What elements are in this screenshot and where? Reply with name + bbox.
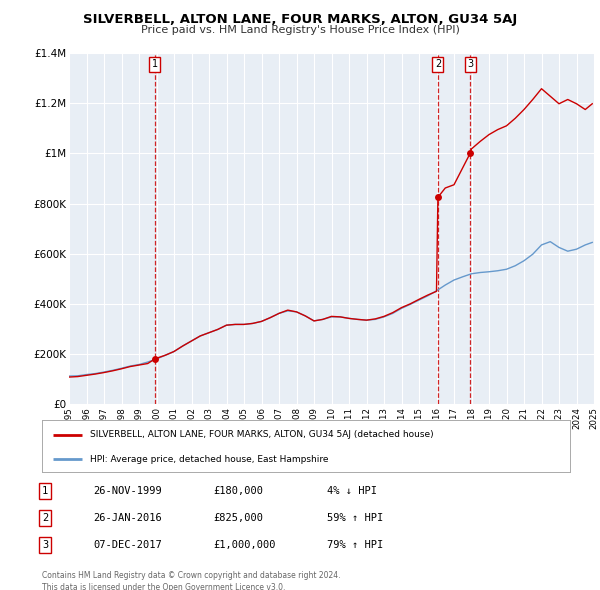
Text: 3: 3 xyxy=(467,60,473,70)
Text: 2: 2 xyxy=(42,513,48,523)
Text: 3: 3 xyxy=(42,540,48,550)
Text: £825,000: £825,000 xyxy=(213,513,263,523)
Text: SILVERBELL, ALTON LANE, FOUR MARKS, ALTON, GU34 5AJ: SILVERBELL, ALTON LANE, FOUR MARKS, ALTO… xyxy=(83,13,517,26)
Text: 26-JAN-2016: 26-JAN-2016 xyxy=(93,513,162,523)
Text: 1: 1 xyxy=(152,60,158,70)
Text: 2: 2 xyxy=(435,60,441,70)
Text: 4% ↓ HPI: 4% ↓ HPI xyxy=(327,486,377,496)
Text: 1: 1 xyxy=(42,486,48,496)
Text: 07-DEC-2017: 07-DEC-2017 xyxy=(93,540,162,550)
Text: SILVERBELL, ALTON LANE, FOUR MARKS, ALTON, GU34 5AJ (detached house): SILVERBELL, ALTON LANE, FOUR MARKS, ALTO… xyxy=(89,430,433,439)
Text: Contains HM Land Registry data © Crown copyright and database right 2024.
This d: Contains HM Land Registry data © Crown c… xyxy=(42,571,341,590)
Text: HPI: Average price, detached house, East Hampshire: HPI: Average price, detached house, East… xyxy=(89,454,328,464)
Text: £1,000,000: £1,000,000 xyxy=(213,540,275,550)
Text: 59% ↑ HPI: 59% ↑ HPI xyxy=(327,513,383,523)
Text: Price paid vs. HM Land Registry's House Price Index (HPI): Price paid vs. HM Land Registry's House … xyxy=(140,25,460,35)
Text: £180,000: £180,000 xyxy=(213,486,263,496)
Text: 79% ↑ HPI: 79% ↑ HPI xyxy=(327,540,383,550)
Text: 26-NOV-1999: 26-NOV-1999 xyxy=(93,486,162,496)
